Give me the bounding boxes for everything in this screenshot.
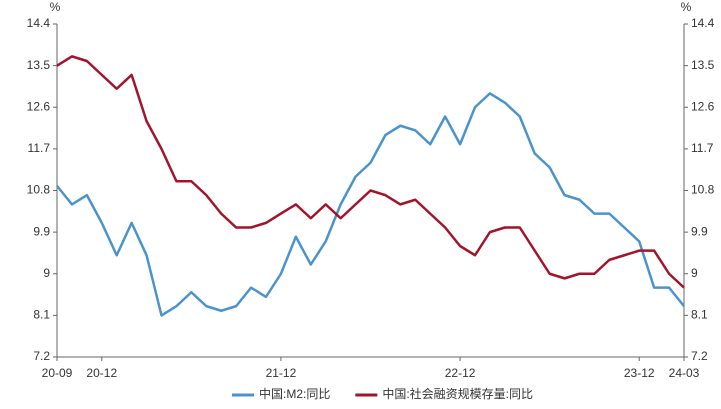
y2-tick-label: 9 — [691, 266, 698, 280]
y-tick-label: 9.9 — [33, 224, 50, 238]
y-tick-label: 8.1 — [33, 308, 50, 322]
y-tick-label: 12.6 — [27, 99, 51, 113]
y2-tick-label: 9.9 — [691, 224, 708, 238]
x-tick-label: 24-03 — [669, 366, 700, 380]
x-tick-label: 20-09 — [42, 366, 73, 380]
y-tick-label: 13.5 — [27, 58, 51, 72]
y2-tick-label: 12.6 — [691, 99, 715, 113]
y-tick-label: 9 — [43, 266, 50, 280]
y-tick-label: 7.2 — [33, 349, 50, 363]
y2-tick-label: 13.5 — [691, 58, 715, 72]
y2-tick-label: 14.4 — [691, 16, 715, 30]
y-tick-label: 10.8 — [27, 183, 51, 197]
y-unit: % — [50, 0, 61, 14]
x-tick-label: 21-12 — [266, 366, 297, 380]
line-series — [56, 55, 685, 289]
y2-tick-label: 8.1 — [691, 308, 708, 322]
y2-tick-label: 7.2 — [691, 349, 708, 363]
y2-tick-label: 11.7 — [691, 141, 714, 155]
line-series — [56, 92, 685, 317]
legend-label: 中国:M2:同比 — [259, 386, 330, 401]
y-tick-label: 14.4 — [27, 16, 51, 30]
x-tick-label: 22-12 — [445, 366, 476, 380]
x-tick-label: 23-12 — [624, 366, 655, 380]
y2-tick-label: 10.8 — [691, 183, 715, 197]
legend-label: 中国:社会融资规模存量:同比 — [382, 386, 533, 401]
y-tick-label: 11.7 — [28, 141, 51, 155]
y2-unit: % — [681, 0, 692, 14]
x-tick-label: 20-12 — [86, 366, 117, 380]
